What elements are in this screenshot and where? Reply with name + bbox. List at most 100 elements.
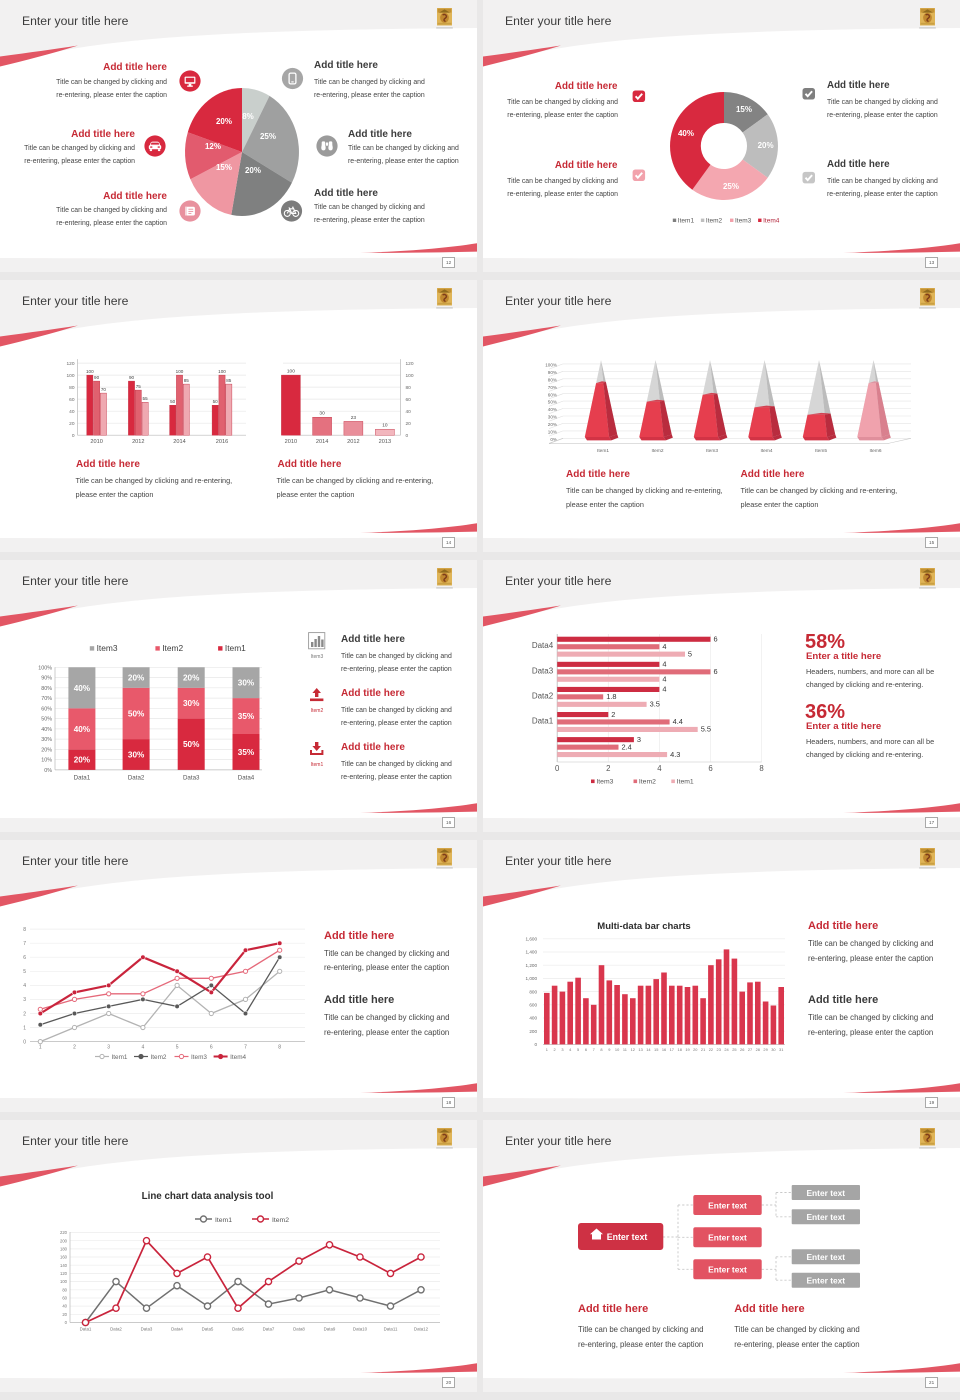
svg-text:6: 6 [585,1047,587,1052]
svg-text:1: 1 [23,1025,26,1031]
svg-text:40: 40 [62,1304,67,1309]
svg-text:0: 0 [72,433,75,439]
svg-text:0%: 0% [44,768,52,774]
svg-text:Data3: Data3 [141,1327,153,1332]
svg-text:Item3: Item3 [97,643,118,653]
svg-text:60: 60 [62,1296,67,1301]
svg-text:2013: 2013 [379,439,391,445]
svg-text:Data6: Data6 [232,1327,244,1332]
svg-text:Data4: Data4 [238,774,255,781]
svg-text:0%: 0% [550,437,557,442]
svg-text:70%: 70% [548,385,557,390]
svg-text:10: 10 [382,423,388,429]
svg-text:2: 2 [23,1011,26,1017]
svg-text:23: 23 [717,1047,721,1052]
svg-text:50%: 50% [548,400,557,405]
svg-text:Item1: Item1 [678,217,695,224]
svg-text:Data4: Data4 [171,1327,183,1332]
svg-text:5: 5 [577,1047,579,1052]
svg-text:35%: 35% [238,748,255,757]
svg-text:Item1: Item1 [112,1054,128,1061]
svg-text:120: 120 [66,361,74,367]
svg-text:70%: 70% [41,696,52,702]
svg-text:Enter text: Enter text [806,1188,845,1198]
svg-text:1: 1 [39,1045,42,1051]
svg-text:2: 2 [611,710,615,719]
svg-text:8: 8 [278,1045,281,1051]
svg-text:20%: 20% [128,674,145,683]
svg-text:Item4: Item4 [761,448,773,454]
svg-text:3: 3 [107,1045,110,1051]
svg-text:40%: 40% [74,725,91,734]
svg-text:Data2: Data2 [532,691,554,700]
svg-text:20: 20 [406,421,412,427]
svg-text:40%: 40% [41,727,52,733]
svg-text:Enter text: Enter text [806,1212,845,1222]
svg-text:80: 80 [406,385,412,391]
svg-text:23: 23 [351,415,357,421]
svg-text:8: 8 [23,927,26,933]
svg-text:3: 3 [561,1047,563,1052]
svg-text:Item3: Item3 [735,217,752,224]
svg-text:60: 60 [69,397,75,403]
svg-text:100: 100 [406,373,414,379]
svg-text:0: 0 [406,433,409,439]
svg-text:2014: 2014 [316,439,328,445]
svg-text:13: 13 [638,1047,642,1052]
svg-text:8: 8 [600,1047,602,1052]
svg-text:800: 800 [529,989,537,994]
svg-text:Item4: Item4 [230,1054,246,1061]
svg-text:9: 9 [608,1047,610,1052]
svg-text:2014: 2014 [173,439,185,445]
svg-text:24: 24 [724,1047,729,1052]
svg-text:85: 85 [226,378,232,383]
svg-text:4: 4 [662,660,666,669]
svg-text:Data3: Data3 [183,774,200,781]
svg-text:140: 140 [60,1263,68,1268]
svg-text:Data7: Data7 [263,1327,275,1332]
svg-text:120: 120 [60,1271,68,1276]
svg-text:30%: 30% [183,699,200,708]
svg-text:Item1: Item1 [215,1217,232,1224]
svg-text:Enter text: Enter text [806,1252,845,1262]
svg-text:Item2: Item2 [272,1217,289,1224]
svg-text:2012: 2012 [347,439,359,445]
svg-text:Item1: Item1 [225,643,246,653]
svg-text:Item2: Item2 [162,643,183,653]
svg-text:2: 2 [73,1045,76,1051]
svg-text:75: 75 [136,384,142,389]
svg-text:0: 0 [555,764,560,773]
svg-text:31: 31 [779,1047,783,1052]
svg-text:20%: 20% [548,422,557,427]
svg-text:600: 600 [529,1003,537,1008]
svg-text:10: 10 [615,1047,620,1052]
svg-text:4: 4 [23,983,26,989]
svg-text:27: 27 [748,1047,752,1052]
svg-text:60%: 60% [41,706,52,712]
svg-text:0: 0 [534,1042,537,1047]
svg-text:10%: 10% [548,430,557,435]
svg-text:Item1: Item1 [677,779,694,786]
svg-text:6: 6 [210,1045,213,1051]
svg-text:Item2: Item2 [706,217,723,224]
svg-text:3: 3 [23,997,26,1003]
svg-text:100: 100 [86,369,94,374]
svg-text:28: 28 [756,1047,760,1052]
svg-text:7: 7 [23,941,26,947]
svg-text:50%: 50% [128,710,145,719]
svg-text:14: 14 [646,1047,651,1052]
svg-text:7: 7 [244,1045,247,1051]
svg-text:Enter text: Enter text [607,1232,648,1242]
svg-text:12: 12 [631,1047,635,1052]
svg-text:Enter text: Enter text [708,1233,747,1243]
svg-text:100%: 100% [545,363,557,368]
svg-text:Item2: Item2 [639,779,656,786]
svg-text:30%: 30% [548,415,557,420]
svg-text:40: 40 [69,409,75,415]
svg-text:50: 50 [170,399,176,404]
svg-text:100: 100 [176,369,184,374]
svg-text:4: 4 [569,1047,572,1052]
svg-text:Data12: Data12 [414,1327,429,1332]
svg-text:20%: 20% [74,756,91,765]
svg-text:18: 18 [678,1047,682,1052]
